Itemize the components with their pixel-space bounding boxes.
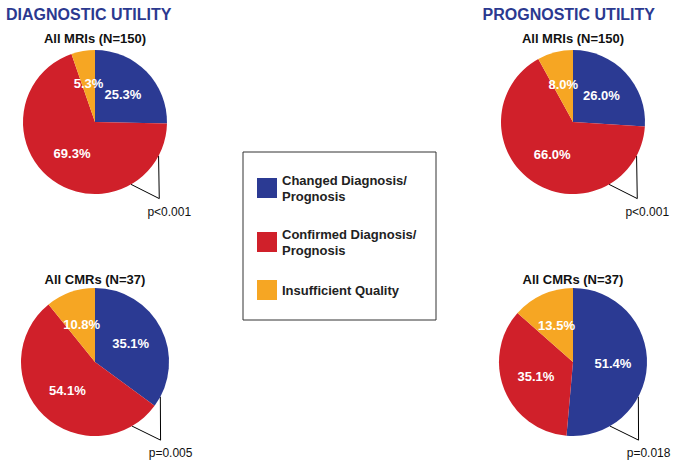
- svg-text:66.0%: 66.0%: [534, 147, 571, 162]
- svg-text:35.1%: 35.1%: [517, 369, 554, 384]
- svg-text:DIAGNOSTIC UTILITY: DIAGNOSTIC UTILITY: [6, 6, 172, 23]
- svg-text:All MRIs (N=150): All MRIs (N=150): [44, 31, 146, 46]
- svg-text:Prognosis: Prognosis: [282, 243, 346, 258]
- svg-text:26.0%: 26.0%: [583, 88, 620, 103]
- svg-text:All CMRs (N=37): All CMRs (N=37): [45, 272, 146, 287]
- svg-text:8.0%: 8.0%: [548, 77, 578, 92]
- svg-text:25.3%: 25.3%: [104, 87, 141, 102]
- svg-text:69.3%: 69.3%: [54, 146, 91, 161]
- svg-text:13.5%: 13.5%: [538, 318, 575, 333]
- svg-text:Prognosis: Prognosis: [282, 189, 346, 204]
- svg-text:51.4%: 51.4%: [595, 356, 632, 371]
- svg-text:Confirmed Diagnosis/: Confirmed Diagnosis/: [282, 227, 417, 242]
- svg-text:p=0.005: p=0.005: [149, 446, 193, 460]
- svg-text:Changed Diagnosis/: Changed Diagnosis/: [282, 173, 407, 188]
- svg-text:p<0.001: p<0.001: [625, 205, 669, 219]
- svg-text:p<0.001: p<0.001: [147, 205, 191, 219]
- svg-text:PROGNOSTIC UTILITY: PROGNOSTIC UTILITY: [483, 6, 656, 23]
- svg-text:Insufficient Quality: Insufficient Quality: [282, 283, 400, 298]
- svg-text:p=0.018: p=0.018: [627, 446, 671, 460]
- svg-text:54.1%: 54.1%: [49, 383, 86, 398]
- svg-text:35.1%: 35.1%: [112, 336, 149, 351]
- svg-text:All CMRs (N=37): All CMRs (N=37): [523, 272, 624, 287]
- svg-text:10.8%: 10.8%: [63, 317, 100, 332]
- svg-text:5.3%: 5.3%: [74, 76, 104, 91]
- svg-text:All MRIs (N=150): All MRIs (N=150): [522, 31, 624, 46]
